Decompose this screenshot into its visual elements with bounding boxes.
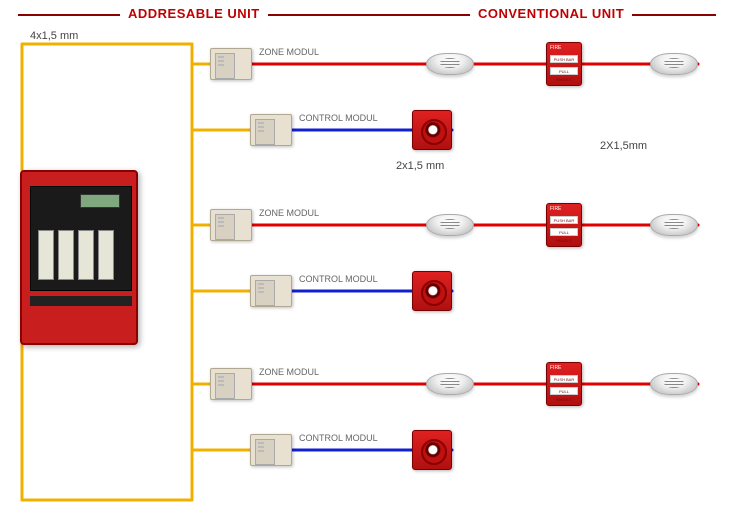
smoke-detector — [650, 53, 698, 75]
panel-card-slot — [38, 230, 54, 280]
bus-wire-spec: 4x1,5 mm — [30, 30, 78, 42]
module-label: ZONE MODUL — [259, 367, 319, 377]
smoke-detector — [650, 373, 698, 395]
panel-lcd — [80, 194, 120, 208]
panel-card-slot — [98, 230, 114, 280]
horn-strobe — [412, 110, 452, 150]
module-label: CONTROL MODUL — [299, 274, 378, 284]
zone-module: ZONE MODUL — [210, 209, 252, 241]
module-label: CONTROL MODUL — [299, 113, 378, 123]
smoke-detector — [426, 53, 474, 75]
control-module: CONTROL MODUL — [250, 275, 292, 307]
smoke-detector — [426, 214, 474, 236]
horn-strobe — [412, 271, 452, 311]
zone-wire-spec: 2X1,5mm — [600, 140, 647, 152]
zone-module: ZONE MODUL — [210, 368, 252, 400]
addressable-unit-label: ADDRESABLE UNIT — [120, 6, 268, 21]
smoke-detector — [650, 214, 698, 236]
horn-strobe — [412, 430, 452, 470]
conventional-unit-label: CONVENTIONAL UNIT — [470, 6, 632, 21]
control-module: CONTROL MODUL — [250, 114, 292, 146]
panel-card-slot — [58, 230, 74, 280]
panel-card-slot — [78, 230, 94, 280]
module-label: CONTROL MODUL — [299, 433, 378, 443]
panel-label-strip — [30, 296, 132, 306]
module-label: ZONE MODUL — [259, 47, 319, 57]
zone-module: ZONE MODUL — [210, 48, 252, 80]
module-label: ZONE MODUL — [259, 208, 319, 218]
smoke-detector — [426, 373, 474, 395]
pull-station: FIREPUSH BARPULL HANDLE — [546, 42, 582, 86]
pull-station: FIREPUSH BARPULL HANDLE — [546, 362, 582, 406]
control-module: CONTROL MODUL — [250, 434, 292, 466]
control-wire-spec: 2x1,5 mm — [396, 160, 444, 172]
pull-station: FIREPUSH BARPULL HANDLE — [546, 203, 582, 247]
fire-alarm-control-panel — [20, 170, 138, 345]
